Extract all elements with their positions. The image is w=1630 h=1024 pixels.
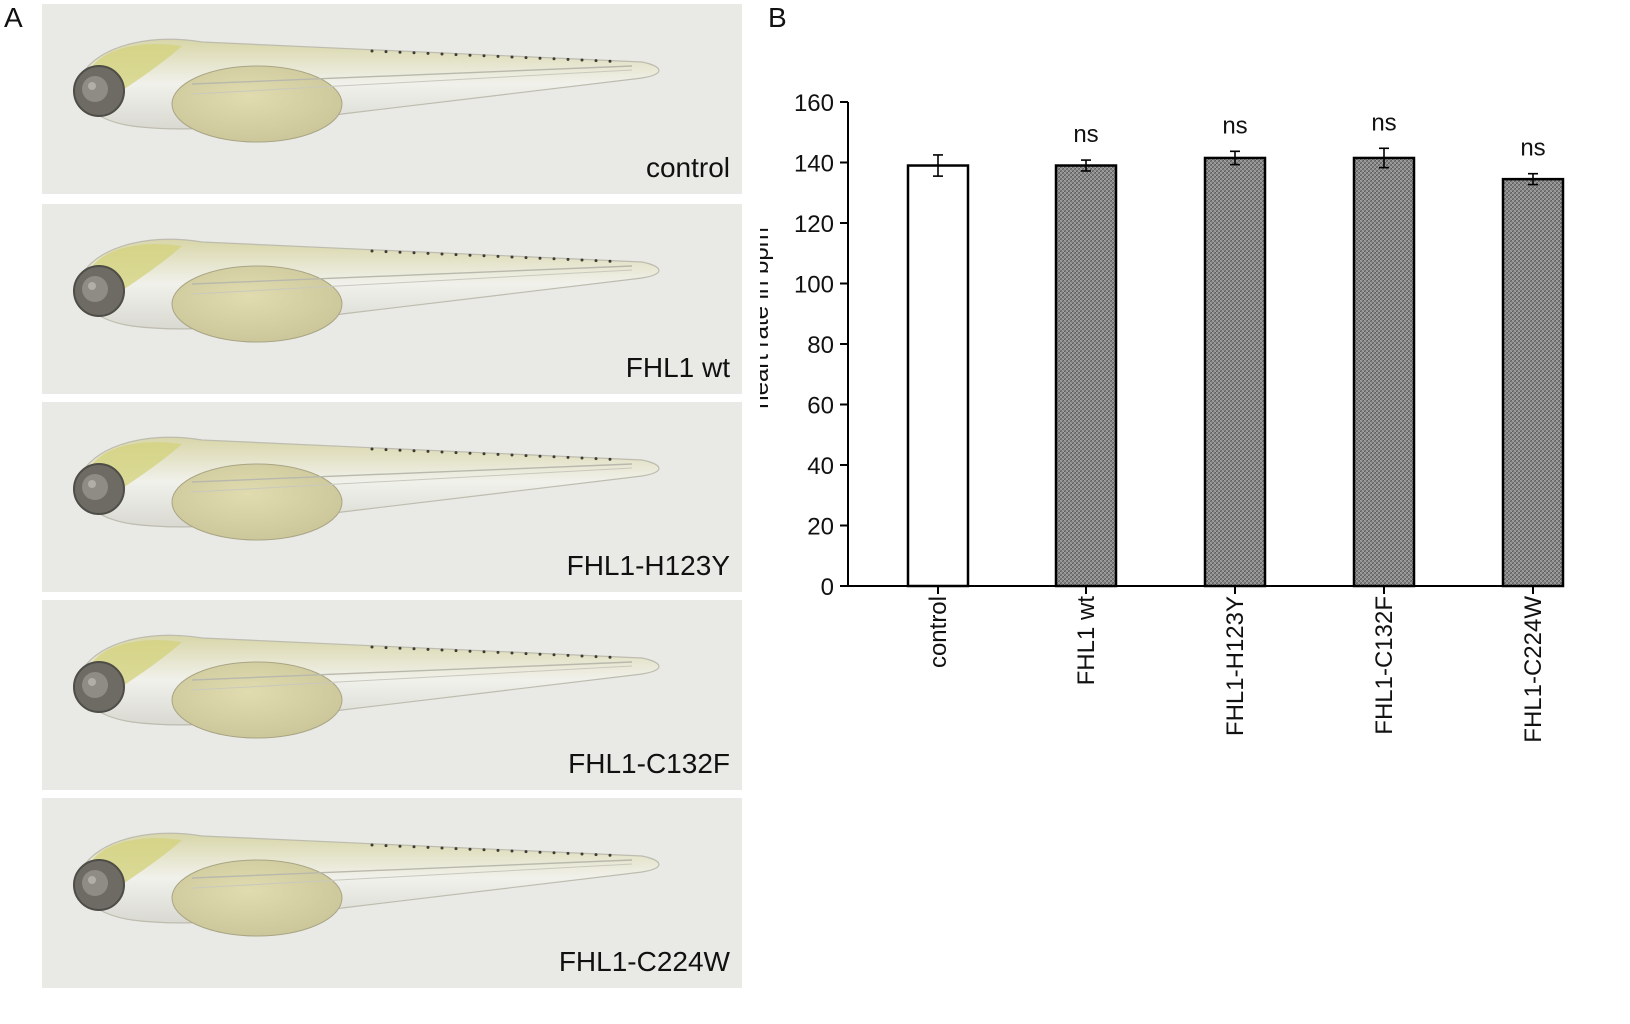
- panel-a-letter: A: [4, 2, 23, 33]
- zebrafish-embryo-drawing: [73, 832, 660, 937]
- embryo-image-panel: control: [42, 4, 742, 194]
- embryo-image-panel: FHL1-H123Y: [42, 402, 742, 592]
- embryo-image-panel: FHL1 wt: [42, 204, 742, 394]
- embryo-image-panel: FHL1-C132F: [42, 600, 742, 790]
- category-label: FHL1-H123Y: [1222, 596, 1249, 736]
- embryo-label: FHL1 wt: [625, 352, 730, 383]
- embryo-image-panel: FHL1-C224W: [42, 798, 742, 988]
- y-axis-label: heart rate in bpm: [760, 227, 774, 408]
- embryo-label: FHL1-H123Y: [566, 550, 730, 581]
- bar-fhl1-c224w: [1501, 177, 1565, 588]
- zebrafish-embryo-drawing: [73, 634, 660, 739]
- heart-rate-bar-chart: 0 20 40 60 80 100 120 140 160 heart rate in bpm co…: [760, 90, 1565, 743]
- embryo-label: control: [645, 152, 730, 183]
- embryo-label: FHL1-C132F: [568, 748, 730, 779]
- bar-fhl1-c132f: [1352, 156, 1416, 588]
- significance-label: ns: [1073, 121, 1098, 148]
- bar-fhl1-wt: [1054, 164, 1118, 588]
- embryo-label: FHL1-C224W: [558, 946, 730, 977]
- y-tick-label: 40: [807, 453, 834, 480]
- category-label: FHL1-C224W: [1520, 596, 1547, 743]
- y-tick-label: 120: [794, 211, 834, 238]
- y-tick-label: 20: [807, 514, 834, 541]
- bar-fhl1-h123y: [1203, 156, 1267, 588]
- y-tick-label: 80: [807, 332, 834, 359]
- y-tick-label: 140: [794, 151, 834, 178]
- category-label: FHL1-C132F: [1371, 596, 1398, 735]
- y-tick-label: 100: [794, 272, 834, 299]
- significance-label: ns: [1222, 112, 1247, 139]
- bar-control: [906, 164, 970, 588]
- zebrafish-embryo-drawing: [73, 436, 660, 541]
- y-tick-label: 60: [807, 393, 834, 420]
- y-tick-label: 0: [821, 574, 834, 601]
- significance-label: ns: [1371, 109, 1396, 136]
- zebrafish-embryo-drawing: [73, 38, 660, 143]
- panel-b-letter: B: [768, 2, 787, 33]
- y-tick-label: 160: [794, 90, 834, 117]
- zebrafish-embryo-drawing: [73, 238, 660, 343]
- significance-label: ns: [1520, 135, 1545, 162]
- category-label: FHL1 wt: [1073, 596, 1100, 686]
- category-label: control: [925, 596, 952, 668]
